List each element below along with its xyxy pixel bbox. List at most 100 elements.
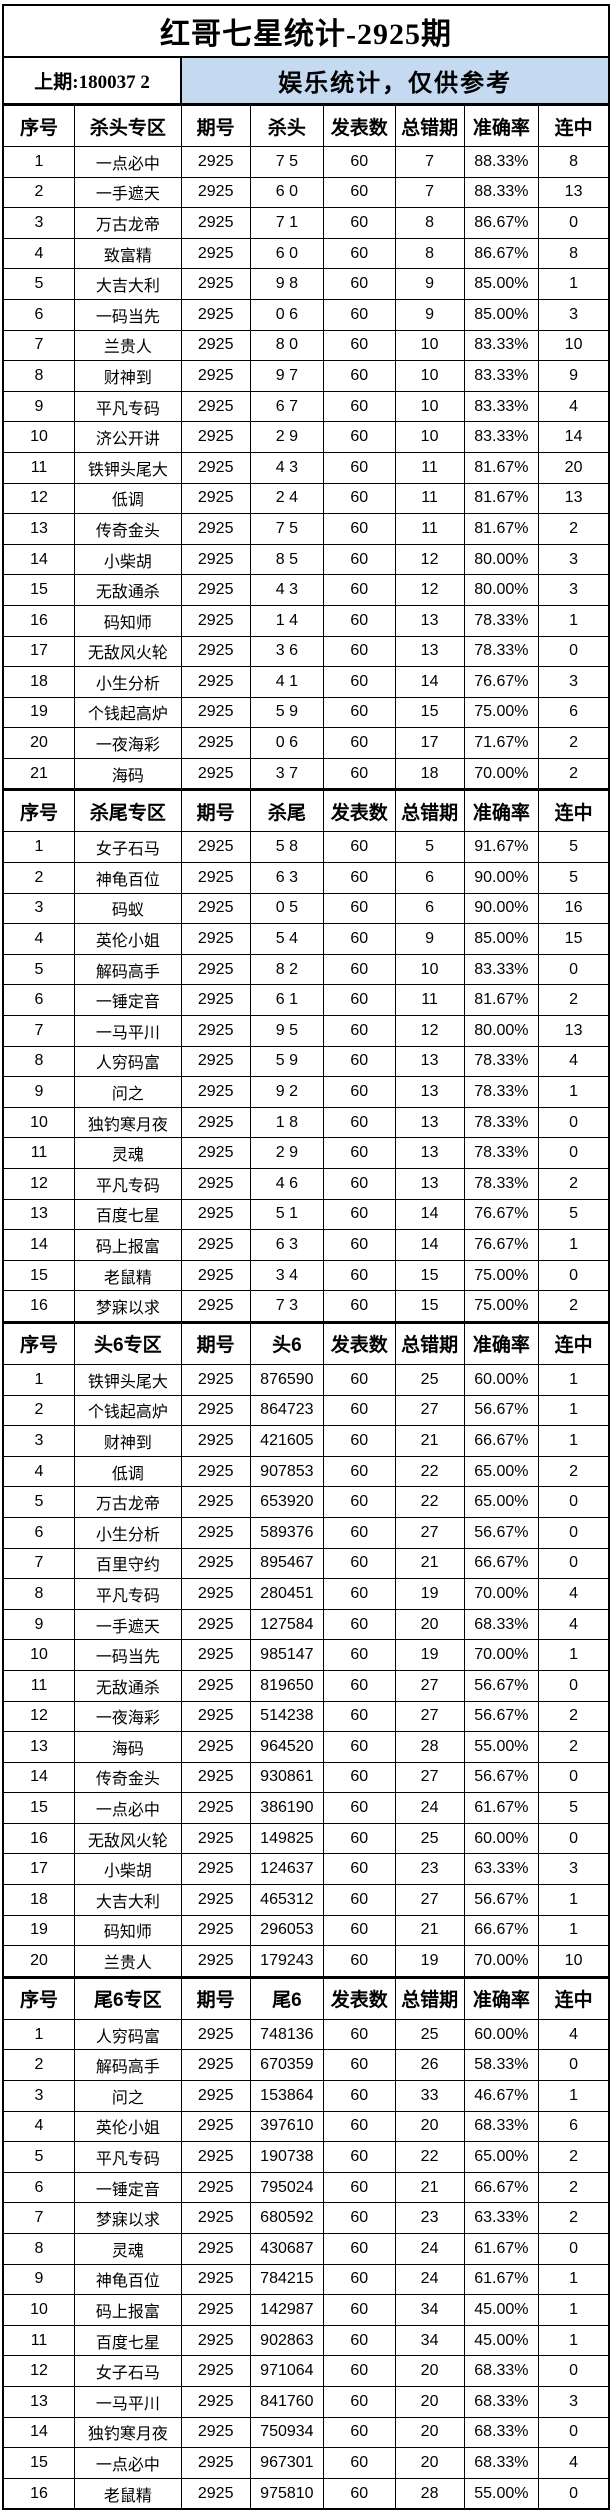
cell-index: 7 [2,329,75,362]
header-cell-index: 序号 [2,104,75,147]
cell-published: 60 [323,1168,396,1200]
cell-issue: 2925 [180,2171,251,2204]
cell-issue: 2925 [180,1106,251,1139]
table-row: 19 个钱起高炉 2925 5 9 60 15 75.00% 6 [2,696,610,729]
cell-published: 60 [323,1486,396,1518]
cell-issue: 2925 [180,635,251,668]
cell-name: 传奇金头 [74,513,182,545]
cell-index: 18 [2,1884,75,1916]
cell-total-errors: 19 [394,1639,465,1671]
cell-index: 20 [2,727,75,759]
cell-value: 930861 [249,1761,325,1794]
cell-name: 一码当先 [74,1639,182,1671]
cell-issue: 2925 [180,1394,251,1427]
cell-accuracy: 81.67% [463,984,540,1017]
cell-issue: 2925 [180,1639,251,1671]
header-cell-accuracy: 准确率 [463,104,540,147]
cell-issue: 2925 [180,146,251,178]
cell-value: 8 2 [249,953,325,986]
cell-index: 14 [2,1761,75,1794]
cell-streak: 1 [538,604,610,637]
cell-total-errors: 20 [394,1608,465,1641]
cell-name: 人穷码富 [74,1045,182,1078]
cell-streak: 2 [538,1731,610,1763]
header-cell-published: 发表数 [323,104,396,147]
table-row: 12 一夜海彩 2925 514238 60 27 56.67% 2 [2,1700,610,1733]
cell-published: 60 [323,1914,396,1947]
cell-value: 1 8 [249,1106,325,1139]
cell-name: 铁钾头尾大 [74,1363,182,1396]
cell-name: 无敌风火轮 [74,1822,182,1855]
cell-total-errors: 27 [394,1884,465,1916]
cell-value: 5 9 [249,696,325,729]
cell-streak: 1 [538,2324,610,2357]
cell-issue: 2925 [180,2233,251,2265]
cell-accuracy: 70.00% [463,1639,540,1671]
cell-streak: 14 [538,421,610,453]
cell-accuracy: 85.00% [463,268,540,300]
cell-accuracy: 78.33% [463,1137,540,1169]
cell-published: 60 [323,176,396,209]
header-cell-value: 杀头 [249,104,325,147]
table-row: 10 济公开讲 2925 2 9 60 10 83.33% 14 [2,421,610,453]
cell-index: 4 [2,1455,75,1488]
cell-name: 码上报富 [74,1229,182,1261]
cell-accuracy: 78.33% [463,604,540,637]
cell-issue: 2925 [180,1486,251,1518]
cell-value: 7 1 [249,207,325,239]
header-row: 序号 杀头专区 期号 杀头 发表数 总错期 准确率 连中 [2,104,610,147]
header-cell-value: 尾6 [249,1977,325,2020]
cell-streak: 15 [538,923,610,955]
cell-value: 421605 [249,1425,325,1457]
cell-published: 60 [323,1700,396,1733]
table-row: 10 码上报富 2925 142987 60 34 45.00% 1 [2,2294,610,2326]
cell-published: 60 [323,1608,396,1641]
cell-name: 致富精 [74,237,182,270]
cell-issue: 2925 [180,892,251,925]
cell-issue: 2925 [180,1700,251,1733]
cell-issue: 2925 [180,2110,251,2143]
cell-index: 19 [2,1914,75,1947]
table-row: 9 问之 2925 9 2 60 13 78.33% 1 [2,1076,610,1108]
header-cell-streak: 连中 [538,104,610,147]
stats-table-1: 序号 杀头专区 期号 杀头 发表数 总错期 准确率 连中 1 一点必中 2925 7 5 60 7 88.3… [2,104,610,791]
cell-name: 独钓寒月夜 [74,2416,182,2449]
cell-issue: 2925 [180,1137,251,1169]
cell-accuracy: 60.00% [463,1822,540,1855]
cell-accuracy: 45.00% [463,2294,540,2326]
cell-published: 60 [323,666,396,698]
table-row: 15 一点必中 2925 386190 60 24 61.67% 5 [2,1792,610,1824]
cell-published: 60 [323,1198,396,1231]
page-title: 红哥七星统计-2925期 [2,4,610,58]
cell-index: 10 [2,1639,75,1671]
cell-name: 一点必中 [74,2447,182,2479]
cell-value: 971064 [249,2355,325,2387]
cell-name: 平凡专码 [74,2141,182,2173]
cell-value: 179243 [249,1945,325,1978]
cell-accuracy: 66.67% [463,1914,540,1947]
cell-streak: 3 [538,298,610,331]
cell-accuracy: 56.67% [463,1761,540,1794]
cell-index: 15 [2,574,75,606]
cell-issue: 2925 [180,1822,251,1855]
cell-accuracy: 75.00% [463,1259,540,1292]
cell-name: 解码高手 [74,953,182,986]
cell-total-errors: 13 [394,1137,465,1169]
cell-index: 12 [2,482,75,515]
cell-published: 60 [323,268,396,300]
cell-value: 7 5 [249,146,325,178]
cell-accuracy: 76.67% [463,1198,540,1231]
table-row: 11 百度七星 2925 902863 60 34 45.00% 1 [2,2324,610,2357]
cell-index: 14 [2,1229,75,1261]
cell-published: 60 [323,1015,396,1047]
cell-value: 3 7 [249,757,325,790]
cell-published: 60 [323,1669,396,1702]
cell-accuracy: 83.33% [463,953,540,986]
cell-accuracy: 61.67% [463,1792,540,1824]
cell-total-errors: 12 [394,1015,465,1047]
cell-value: 4 3 [249,574,325,606]
cell-name: 万古龙帝 [74,207,182,239]
table-row: 14 小柴胡 2925 8 5 60 12 80.00% 3 [2,543,610,576]
cell-total-errors: 8 [394,207,465,239]
cell-value: 2 4 [249,482,325,515]
